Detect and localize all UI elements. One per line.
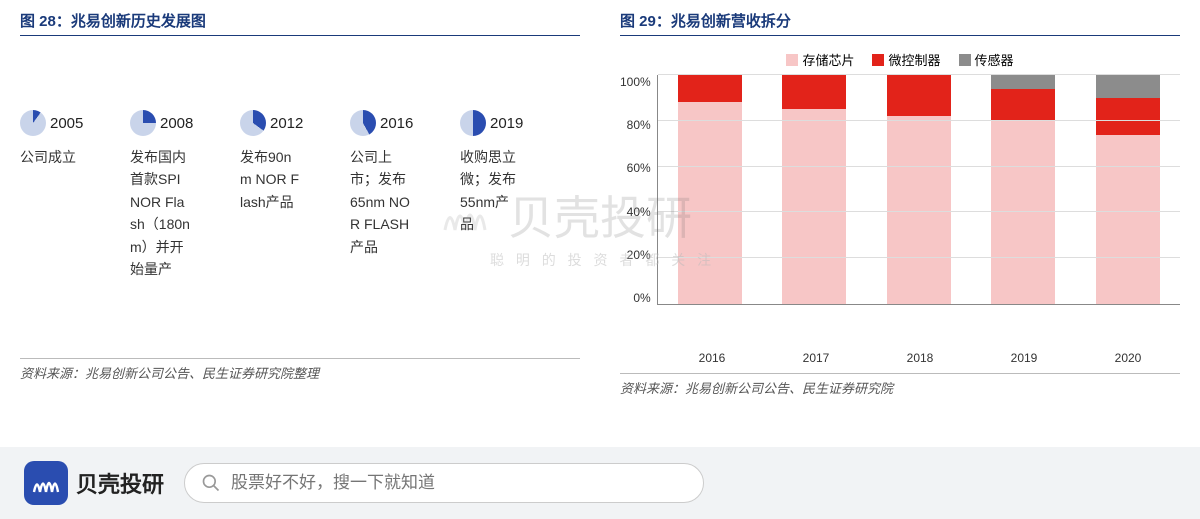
timeline-year: 2005 [50, 115, 83, 132]
timeline-desc: 发布90nm NOR Flash产品 [240, 146, 300, 213]
x-tick-label: 2018 [888, 351, 952, 365]
pie-icon [20, 110, 46, 136]
timeline-year: 2008 [160, 115, 193, 132]
bar-segment-sensor [991, 75, 1055, 89]
pie-icon [350, 110, 376, 136]
chart: 100% 80% 60% 40% 20% 0% [620, 75, 1180, 345]
timeline-item: 2016 公司上市；发布65nm NOR FLASH产品 [350, 110, 432, 350]
timeline-desc: 发布国内首款SPI NOR Flash（180nm）并开始量产 [130, 146, 190, 280]
legend-item: 存储芯片 [786, 50, 854, 69]
timeline-desc: 公司成立 [20, 146, 80, 168]
bar-segment-storage [887, 116, 951, 304]
x-tick-label: 2016 [680, 351, 744, 365]
footer-bar: 贝壳投研 [0, 447, 1200, 519]
y-tick-label: 80% [627, 118, 651, 132]
legend-label: 传感器 [975, 50, 1014, 69]
brand-logo-icon [24, 461, 68, 505]
timeline-item: 2012 发布90nm NOR Flash产品 [240, 110, 322, 350]
brand-name: 贝壳投研 [76, 467, 164, 499]
timeline-year: 2019 [490, 115, 523, 132]
left-title-text: 兆易创新历史发展图 [71, 13, 206, 30]
timeline-item: 2005 公司成立 [20, 110, 102, 350]
bar-segment-mcu [887, 75, 951, 116]
pie-icon [240, 110, 266, 136]
bar-segment-mcu [782, 75, 846, 109]
timeline-desc: 收购思立微；发布55nm产品 [460, 146, 520, 236]
y-tick-label: 60% [627, 161, 651, 175]
brand[interactable]: 贝壳投研 [24, 461, 164, 505]
bar-segment-sensor [1096, 75, 1160, 98]
bar-column [678, 75, 742, 304]
left-panel: 图 28：兆易创新历史发展图 2005 公司成立 2008 发布国内首款SPI NOR… [20, 10, 580, 397]
timeline: 2005 公司成立 2008 发布国内首款SPI NOR Flash（180nm）并开… [20, 50, 580, 350]
right-panel-title: 图 29：兆易创新营收拆分 [620, 10, 1180, 36]
bars-container [658, 75, 1180, 304]
legend-item: 传感器 [959, 50, 1014, 69]
left-source: 资料来源：兆易创新公司公告、民生证券研究院整理 [20, 358, 580, 382]
bar-column [991, 75, 1055, 304]
y-tick-label: 100% [620, 75, 651, 89]
pie-icon [130, 110, 156, 136]
left-title-prefix: 图 28： [20, 13, 71, 30]
bar-segment-mcu [678, 75, 742, 102]
content-row: 图 28：兆易创新历史发展图 2005 公司成立 2008 发布国内首款SPI NOR… [0, 0, 1200, 397]
x-tick-label: 2017 [784, 351, 848, 365]
right-title-prefix: 图 29： [620, 13, 671, 30]
bar-segment-mcu [991, 89, 1055, 121]
right-panel: 图 29：兆易创新营收拆分 存储芯片 微控制器 传感器 100% 80% 60% 40% 2… [620, 10, 1180, 397]
timeline-desc: 公司上市；发布65nm NOR FLASH产品 [350, 146, 410, 258]
legend-swatch [959, 54, 971, 66]
search-box[interactable] [184, 463, 704, 503]
x-tick-label: 2020 [1096, 351, 1160, 365]
y-axis: 100% 80% 60% 40% 20% 0% [620, 75, 657, 305]
search-icon [201, 473, 221, 493]
grid-line [658, 166, 1180, 167]
y-tick-label: 40% [627, 205, 651, 219]
bar-segment-storage [782, 109, 846, 304]
timeline-year: 2012 [270, 115, 303, 132]
bar-segment-storage [991, 121, 1055, 304]
bar-segment-storage [678, 102, 742, 304]
y-tick-label: 20% [627, 248, 651, 262]
legend-label: 微控制器 [888, 50, 940, 69]
grid-line [658, 120, 1180, 121]
bar-column [782, 75, 846, 304]
legend-item: 微控制器 [872, 50, 940, 69]
legend-swatch [872, 54, 884, 66]
timeline-item: 2019 收购思立微；发布55nm产品 [460, 110, 542, 350]
right-source: 资料来源：兆易创新公司公告、民生证券研究院 [620, 373, 1180, 397]
search-input[interactable] [231, 473, 687, 493]
chart-legend: 存储芯片 微控制器 传感器 [620, 50, 1180, 69]
bar-segment-storage [1096, 135, 1160, 304]
x-tick-label: 2019 [992, 351, 1056, 365]
legend-label: 存储芯片 [802, 50, 854, 69]
timeline-year: 2016 [380, 115, 413, 132]
bar-column [1096, 75, 1160, 304]
grid-line [658, 74, 1180, 75]
y-tick-label: 0% [633, 291, 650, 305]
x-axis: 2016 2017 2018 2019 2020 [660, 345, 1180, 365]
pie-icon [460, 110, 486, 136]
legend-swatch [786, 54, 798, 66]
grid-line [658, 211, 1180, 212]
chart-wrap: 存储芯片微控制器传感器 100%80%60%40%20%0% 201620172… [620, 50, 1180, 365]
timeline-item: 2008 发布国内首款SPI NOR Flash（180nm）并开始量产 [130, 110, 212, 350]
plot-area [657, 75, 1180, 305]
bar-column [887, 75, 951, 304]
grid-line [658, 257, 1180, 258]
bar-segment-mcu [1096, 98, 1160, 135]
right-title-text: 兆易创新营收拆分 [671, 13, 791, 30]
left-panel-title: 图 28：兆易创新历史发展图 [20, 10, 580, 36]
